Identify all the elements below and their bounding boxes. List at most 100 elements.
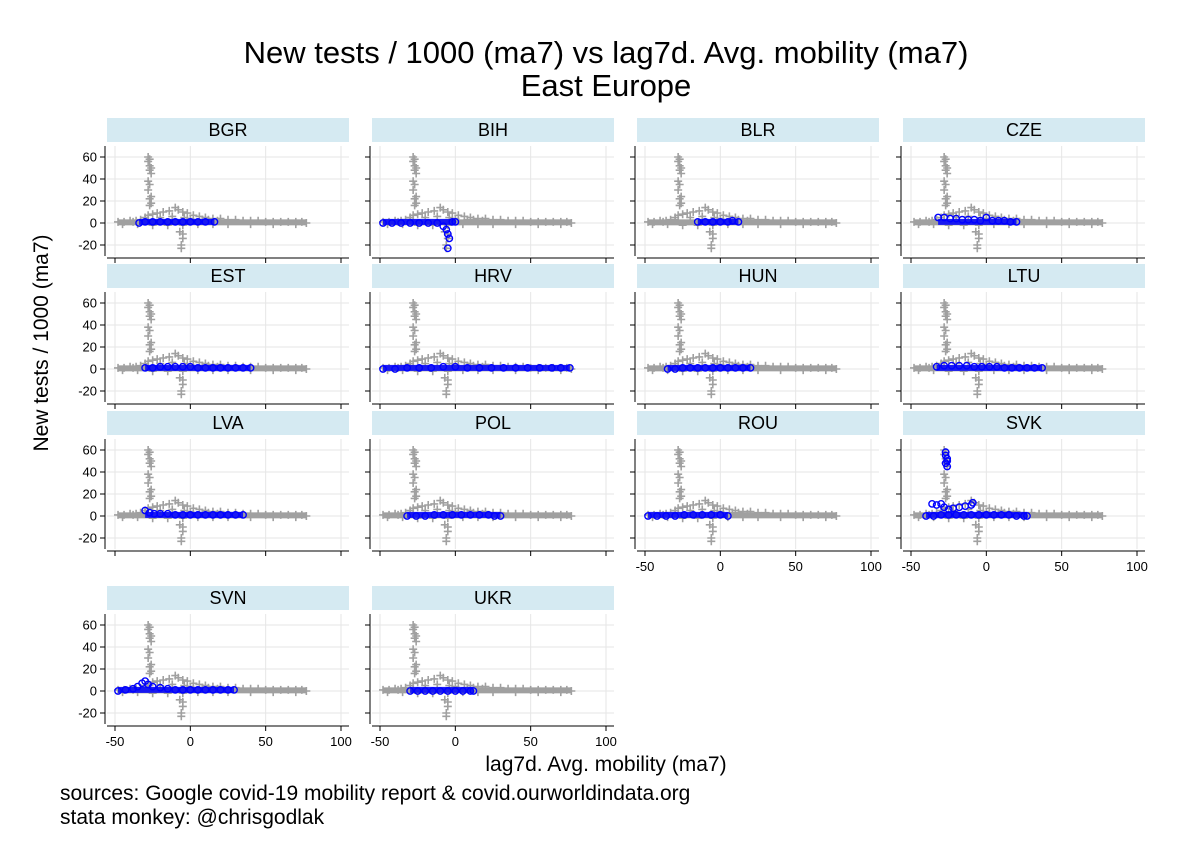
x-tick-label: -50 <box>106 734 125 749</box>
background-point <box>418 677 427 686</box>
background-point <box>814 363 823 372</box>
background-point <box>704 205 713 214</box>
country-point <box>451 217 460 226</box>
y-tick-label: 60 <box>83 618 97 633</box>
country-point <box>959 511 968 519</box>
country-point <box>940 361 949 370</box>
country-point <box>671 365 680 373</box>
panel-label: HRV <box>474 266 512 286</box>
country-point <box>379 365 387 373</box>
country-point <box>947 361 956 370</box>
background-point <box>814 510 823 519</box>
country-point <box>955 361 964 370</box>
x-tick-label: 100 <box>860 559 882 574</box>
country-point <box>1020 512 1028 520</box>
background-point <box>118 366 127 375</box>
background-point <box>246 220 255 229</box>
country-point <box>156 683 165 692</box>
background-point <box>147 199 156 208</box>
background-point <box>439 673 448 682</box>
background-point <box>443 208 452 216</box>
background-point <box>695 499 704 508</box>
country-point <box>463 363 472 372</box>
x-tick-label: -50 <box>636 559 655 574</box>
country-point <box>171 217 180 226</box>
country-point <box>1023 363 1031 372</box>
background-point <box>165 352 174 361</box>
country-point <box>388 219 396 227</box>
panel-strip <box>903 264 1145 288</box>
country-point <box>663 365 672 373</box>
background-point <box>147 632 156 640</box>
country-point <box>224 363 232 372</box>
background-point <box>147 310 156 318</box>
country-point <box>496 512 505 520</box>
country-points-band <box>118 686 235 693</box>
background-point <box>1087 220 1096 229</box>
country-point <box>511 363 520 372</box>
background-point <box>743 216 752 225</box>
country-point <box>547 363 556 372</box>
country-point <box>977 362 986 371</box>
panel-strip <box>637 118 879 142</box>
country-point <box>141 363 150 372</box>
background-point <box>675 473 684 482</box>
background-point <box>943 164 952 172</box>
panel-label: SVN <box>209 588 246 608</box>
background-point <box>1072 510 1081 519</box>
panel-strip <box>107 118 349 142</box>
country-point <box>723 512 732 520</box>
country-point <box>469 687 478 695</box>
background-point <box>443 676 452 684</box>
background-point <box>394 685 403 694</box>
background-point <box>925 217 934 226</box>
background-point <box>144 332 153 340</box>
background-point <box>178 501 187 509</box>
country-point <box>451 362 460 371</box>
country-point <box>689 511 698 519</box>
panel-svk: SVK -50 0 50 100 <box>896 411 1148 574</box>
country-point <box>148 217 157 226</box>
country-point <box>379 219 387 227</box>
background-point <box>943 345 952 354</box>
background-point <box>567 512 576 520</box>
background-point <box>144 654 153 662</box>
background-point <box>412 310 421 318</box>
background-point <box>118 220 127 229</box>
background-point <box>409 332 418 340</box>
country-point <box>928 499 936 508</box>
background-point <box>175 227 184 236</box>
background-point <box>254 216 263 225</box>
country-point <box>415 363 424 372</box>
background-point <box>159 208 168 216</box>
y-tick-label: -20 <box>78 706 97 721</box>
x-tick-label: 100 <box>595 734 617 749</box>
background-point <box>183 209 192 218</box>
background-point <box>147 457 156 465</box>
panel-label: BGR <box>208 120 247 140</box>
country-point <box>403 363 412 372</box>
background-point <box>675 326 684 335</box>
y-tick-label: 0 <box>90 509 97 524</box>
background-point <box>153 355 162 364</box>
background-point <box>254 684 263 693</box>
background-point <box>1093 510 1102 519</box>
background-point <box>674 332 683 340</box>
country-point <box>716 511 725 519</box>
background-point <box>705 373 714 382</box>
background-point <box>683 502 692 511</box>
background-point <box>148 503 157 512</box>
background-point <box>686 213 695 222</box>
background-point <box>526 685 535 694</box>
background-point <box>674 504 683 513</box>
country-points-band <box>383 218 456 225</box>
country-point <box>412 512 421 520</box>
background-point <box>776 220 785 229</box>
background-point <box>284 510 293 519</box>
y-tick-label: -20 <box>78 238 97 253</box>
y-tick-label: 20 <box>83 340 97 355</box>
background-point <box>734 508 743 517</box>
background-point <box>689 208 698 216</box>
country-point <box>171 686 180 694</box>
background-point <box>147 492 156 501</box>
